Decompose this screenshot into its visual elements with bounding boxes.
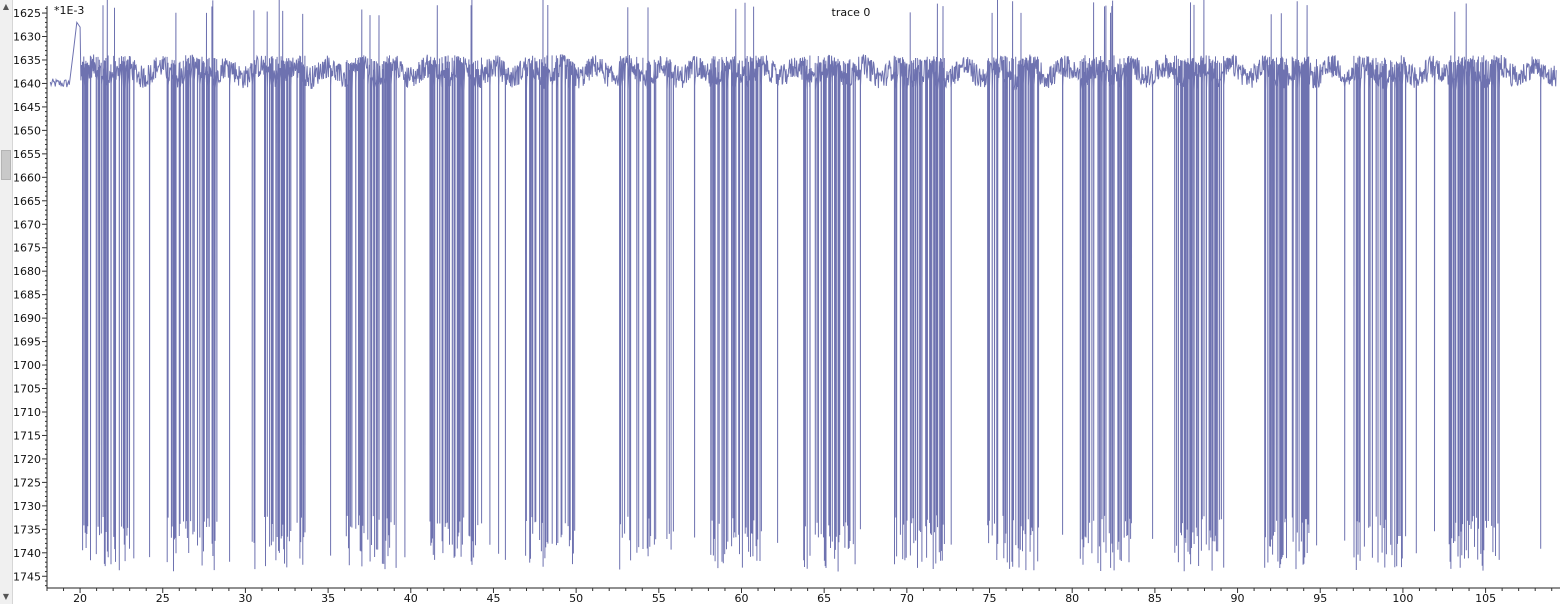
y-tick-label: -1700 bbox=[13, 359, 41, 372]
y-tick-label: -1735 bbox=[13, 523, 41, 536]
x-tick-label: 55 bbox=[652, 592, 666, 604]
y-tick-label: -1675 bbox=[13, 242, 41, 255]
x-tick-label: 95 bbox=[1313, 592, 1327, 604]
y-multiplier-label: *1E-3 bbox=[54, 4, 84, 17]
y-tick-label: -1665 bbox=[13, 195, 41, 208]
x-tick-label: 85 bbox=[1148, 592, 1162, 604]
y-tick-label: -1685 bbox=[13, 289, 41, 302]
chart: *1E-3 trace 0 -1625-1630-1635-1640-1645-… bbox=[13, 0, 1560, 604]
x-tick-label: 20 bbox=[73, 592, 87, 604]
scroll-down-arrow-icon[interactable]: ▼ bbox=[2, 592, 10, 601]
y-tick-label: -1670 bbox=[13, 218, 41, 231]
x-tick-label: 70 bbox=[900, 592, 914, 604]
y-tick-label: -1710 bbox=[13, 406, 41, 419]
y-tick-label: -1635 bbox=[13, 54, 41, 67]
x-tick-label: 75 bbox=[983, 592, 997, 604]
x-tick-label: 60 bbox=[734, 592, 748, 604]
y-tick-label: -1715 bbox=[13, 429, 41, 442]
y-tick-label: -1660 bbox=[13, 171, 41, 184]
x-tick-label: 50 bbox=[569, 592, 583, 604]
y-tick-label: -1630 bbox=[13, 31, 41, 44]
x-tick-label: 40 bbox=[404, 592, 418, 604]
y-tick-label: -1720 bbox=[13, 453, 41, 466]
y-tick-label: -1705 bbox=[13, 383, 41, 396]
x-tick-label: 65 bbox=[817, 592, 831, 604]
y-tick-label: -1625 bbox=[13, 7, 41, 20]
y-axis-ticks: -1625 -1630 -1635 -1640 -1645 -1650 -1655 -1660… bbox=[13, 7, 47, 587]
scroll-up-arrow-icon[interactable]: ▲ bbox=[2, 2, 10, 11]
x-tick-label: 80 bbox=[1065, 592, 1079, 604]
trace-0-series bbox=[49, 0, 1557, 572]
y-tick-label: -1690 bbox=[13, 312, 41, 325]
vertical-scrollbar[interactable]: ▲ ▼ bbox=[0, 0, 13, 604]
x-tick-label: 90 bbox=[1231, 592, 1245, 604]
scroll-thumb[interactable] bbox=[1, 150, 11, 180]
y-tick-label: -1640 bbox=[13, 77, 41, 90]
x-tick-label: 100 bbox=[1392, 592, 1413, 604]
x-tick-label: 105 bbox=[1475, 592, 1496, 604]
trace-0-line bbox=[49, 0, 1557, 572]
x-tick-label: 45 bbox=[486, 592, 500, 604]
chart-title: trace 0 bbox=[832, 6, 871, 19]
x-tick-label: 35 bbox=[321, 592, 335, 604]
y-tick-label: -1680 bbox=[13, 265, 41, 278]
y-tick-label: -1650 bbox=[13, 124, 41, 137]
y-tick-label: -1725 bbox=[13, 476, 41, 489]
y-tick-label: -1730 bbox=[13, 500, 41, 513]
y-tick-label: -1695 bbox=[13, 336, 41, 349]
axes bbox=[46, 6, 1560, 589]
x-axis-ticks: 20 25 30 35 40 45 50 55 60 65 70 75 80 85 90 95 100 105 bbox=[46, 588, 1553, 604]
x-tick-label: 30 bbox=[238, 592, 252, 604]
y-tick-label: -1740 bbox=[13, 547, 41, 560]
y-tick-label: -1655 bbox=[13, 148, 41, 161]
x-tick-label: 25 bbox=[156, 592, 170, 604]
y-tick-label: -1745 bbox=[13, 570, 41, 583]
y-tick-label: -1645 bbox=[13, 101, 41, 114]
